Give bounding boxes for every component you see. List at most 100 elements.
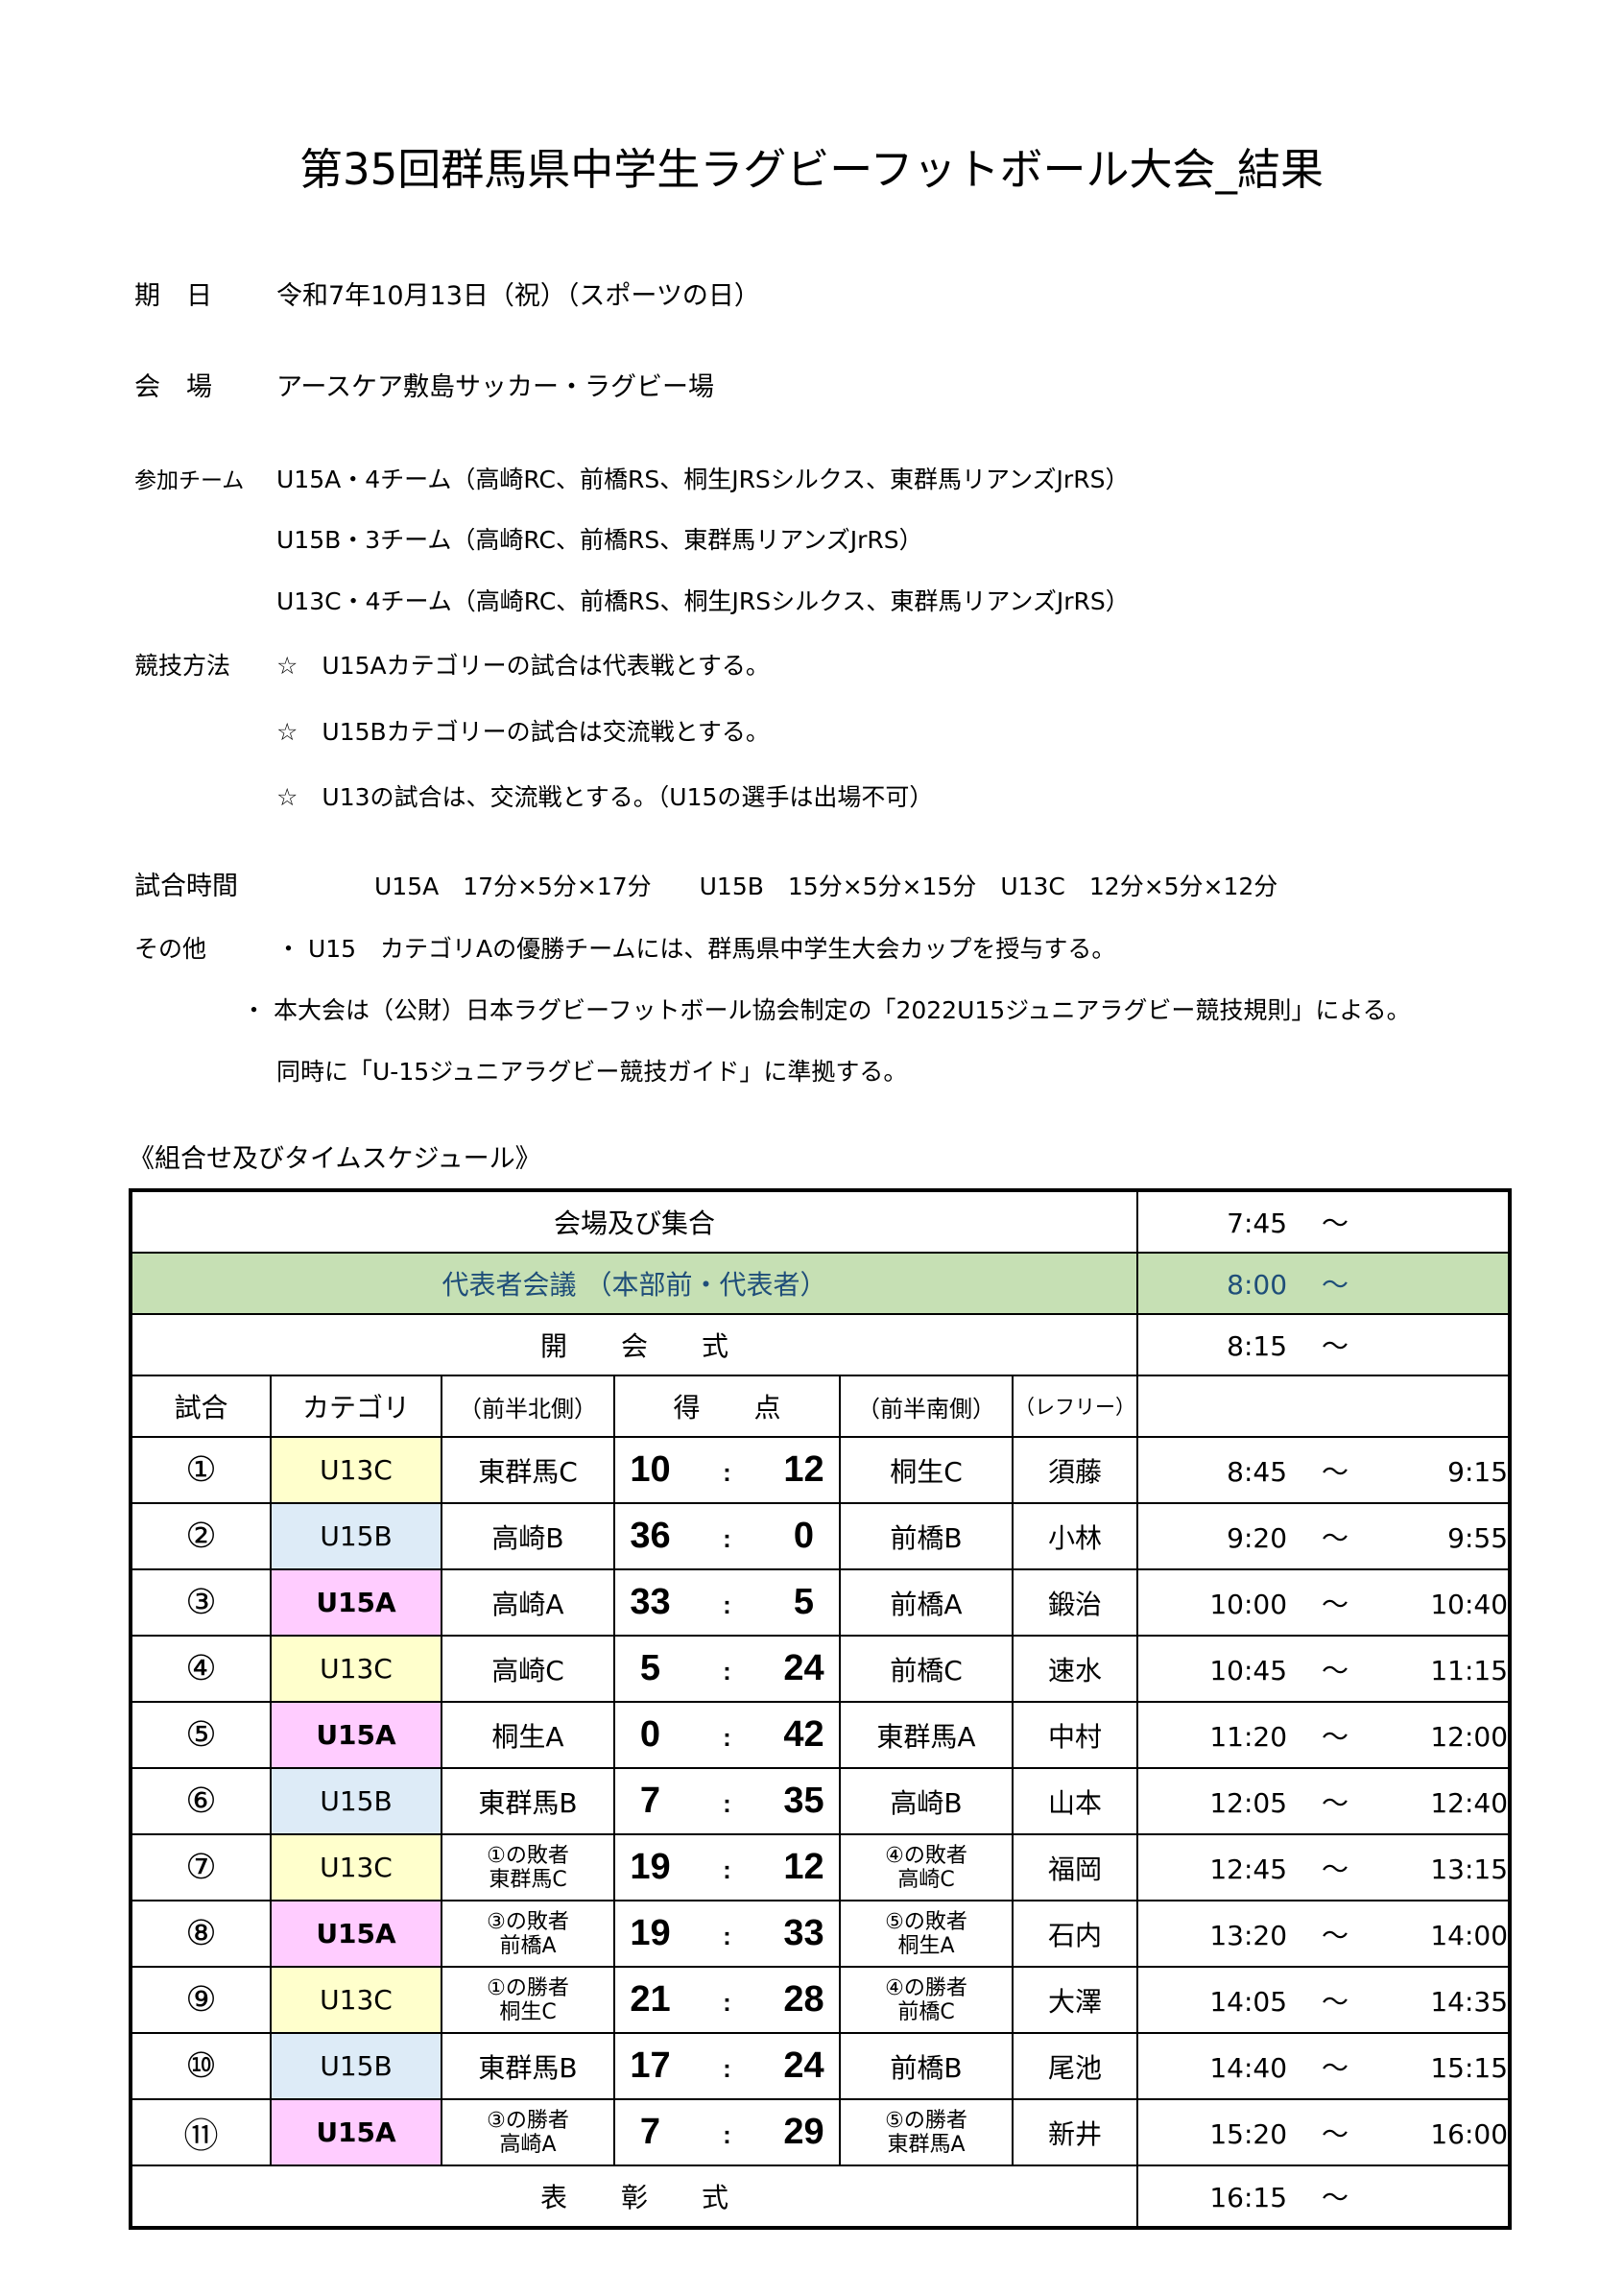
end-time: 16:00 xyxy=(1430,2117,1509,2150)
time-value: U15A 17分×5分×17分 U15B 15分×5分×15分 U13C 12分… xyxy=(374,873,1278,900)
match-time: 11:20 〜 12:00 xyxy=(1136,1701,1512,1769)
match-row: ④ U13C 高崎C 5: 24 前橋C 速水 10:45 〜 11:15 xyxy=(130,1635,1512,1703)
column-header: （前半北側） xyxy=(441,1375,615,1438)
score-separator: : xyxy=(723,1657,731,1686)
match-number: ⑦ xyxy=(130,1833,272,1901)
event-label: 代表者会議 （本部前・代表者） xyxy=(129,1252,1139,1315)
tilde: 〜 xyxy=(1322,1654,1349,1686)
match-time: 15:20 〜 16:00 xyxy=(1136,2098,1512,2166)
time-row: 試合時間 U15A 17分×5分×17分 U15B 15分×5分×15分 U13C… xyxy=(134,870,1277,904)
start-time: 8:45 xyxy=(1227,1455,1288,1488)
schedule-event-row: 会場及び集合 7:45 〜 xyxy=(129,1189,1512,1254)
page-title: 第35回群馬県中学生ラグビーフットボール大会_結果 xyxy=(298,144,1325,195)
north-score: 7 xyxy=(639,1781,661,1821)
team-name: 東群馬B xyxy=(478,1786,578,1819)
score-separator: : xyxy=(723,1922,731,1950)
north-score: 21 xyxy=(630,1979,671,2020)
team-line: 前橋C xyxy=(897,1999,955,2024)
match-number: ⑧ xyxy=(130,1900,272,1968)
referee: 福岡 xyxy=(1011,1833,1139,1901)
south-score: 33 xyxy=(783,1913,824,1953)
referee: 小林 xyxy=(1011,1502,1139,1570)
referee: 新井 xyxy=(1011,2098,1139,2166)
start-time: 16:15 xyxy=(1209,2182,1288,2213)
team-name: 桐生A xyxy=(491,1720,564,1753)
north-score: 36 xyxy=(630,1516,671,1556)
end-time: 12:40 xyxy=(1430,1786,1509,1819)
end-time: 13:15 xyxy=(1430,1853,1509,1885)
tilde: 〜 xyxy=(1322,1208,1349,1239)
south-team: 東群馬A xyxy=(839,1701,1014,1769)
north-team: 高崎C xyxy=(441,1635,615,1703)
score-separator: : xyxy=(723,1458,731,1487)
score: 19: 12 xyxy=(613,1833,841,1901)
start-time: 15:20 xyxy=(1209,2117,1288,2150)
date-value: 令和7年10月13日（祝）（スポーツの日） xyxy=(276,281,760,311)
venue-value: アースケア敷島サッカー・ラグビー場 xyxy=(276,372,715,402)
score: 10: 12 xyxy=(613,1436,841,1504)
south-team: ⑤の勝者 東群馬A xyxy=(839,2098,1014,2166)
category-badge: U13C xyxy=(270,1635,442,1703)
south-score: 24 xyxy=(783,2045,824,2086)
start-time: 8:15 xyxy=(1227,1330,1288,1362)
score-separator: : xyxy=(723,1590,731,1619)
team-line: ④の勝者 xyxy=(885,1975,967,2000)
column-header: （前半南側） xyxy=(839,1375,1014,1438)
event-time: 7:45 〜 xyxy=(1136,1189,1512,1254)
score: 17: 24 xyxy=(613,2032,841,2100)
referee: 須藤 xyxy=(1011,1436,1139,1504)
score: 19: 33 xyxy=(613,1900,841,1968)
match-time: 10:00 〜 10:40 xyxy=(1136,1568,1512,1637)
match-row: ⑦ U13C ①の敗者 東群馬C 19:12 ④の敗者 高崎C 福岡 12:45 〜 1… xyxy=(130,1833,1512,1901)
category-badge: U15B xyxy=(270,1767,442,1835)
score: 36: 0 xyxy=(613,1502,841,1570)
north-score: 7 xyxy=(639,2112,661,2152)
event-time: 16:15 〜 xyxy=(1136,2164,1512,2229)
match-row: ⑨ U13C ①の勝者 桐生C 21:28 ④の勝者 前橋C 大澤 14:05 〜 14… xyxy=(130,1966,1512,2034)
category-badge: U15A xyxy=(270,2098,442,2166)
time-label: 試合時間 xyxy=(134,872,238,901)
start-time: 10:00 xyxy=(1209,1588,1288,1620)
match-row: ⑧ U15A ③の敗者 前橋A 19: 33 ⑤の敗者 桐生A 石内 13:20 〜 14… xyxy=(130,1900,1512,1968)
column-header: 得 点 xyxy=(613,1375,841,1438)
tilde: 〜 xyxy=(1322,2117,1349,2150)
referee: 山本 xyxy=(1011,1767,1139,1835)
team-name: 桐生C xyxy=(890,1455,963,1488)
match-number: ⑩ xyxy=(130,2032,272,2100)
referee: 速水 xyxy=(1011,1635,1139,1703)
score: 21: 28 xyxy=(613,1966,841,2034)
team-line: ①の勝者 xyxy=(487,1975,569,2000)
team-line: ③の敗者 xyxy=(487,1909,569,1934)
north-score: 19 xyxy=(630,1847,671,1887)
match-time: 14:40 〜 15:15 xyxy=(1136,2032,1512,2100)
north-team: 東群馬C xyxy=(441,1436,615,1504)
venue-label: 会 場 xyxy=(134,372,212,402)
tilde: 〜 xyxy=(1322,1720,1349,1753)
tilde: 〜 xyxy=(1322,1985,1349,2018)
tilde: 〜 xyxy=(1322,1853,1349,1885)
north-team: ③の敗者 前橋A xyxy=(441,1900,615,1968)
category-badge: U13C xyxy=(270,1436,442,1504)
north-score: 17 xyxy=(630,2045,671,2086)
match-row: ⑩ U15B 東群馬B 17: 24 前橋B 尾池 14:40 〜 15:15 xyxy=(130,2032,1512,2100)
referee: 石内 xyxy=(1011,1900,1139,1968)
south-team: 前橋C xyxy=(839,1635,1014,1703)
match-time: 8:45 〜 9:15 xyxy=(1136,1436,1512,1504)
schedule-event-row: 表 彰 式 16:15 〜 xyxy=(129,2164,1512,2229)
column-header xyxy=(1136,1375,1512,1438)
team-name: 前橋B xyxy=(890,1521,963,1554)
south-score: 42 xyxy=(783,1714,824,1755)
south-team: 高崎B xyxy=(839,1767,1014,1835)
end-time: 9:15 xyxy=(1447,1455,1509,1488)
teams-label: 参加チーム xyxy=(134,468,245,493)
score: 33: 5 xyxy=(613,1568,841,1637)
start-time: 13:20 xyxy=(1209,1919,1288,1951)
date-label: 期 日 xyxy=(134,281,212,311)
other-line: ・ 本大会は（公財）日本ラグビーフットボール協会制定の「2022U15ジュニアラ… xyxy=(242,996,1411,1024)
referee: 尾池 xyxy=(1011,2032,1139,2100)
south-score: 12 xyxy=(783,1847,824,1887)
schedule-event-row: 代表者会議 （本部前・代表者） 8:00 〜 xyxy=(129,1252,1512,1315)
category-badge: U15B xyxy=(270,2032,442,2100)
tilde: 〜 xyxy=(1322,2182,1349,2213)
north-team: 東群馬B xyxy=(441,2032,615,2100)
